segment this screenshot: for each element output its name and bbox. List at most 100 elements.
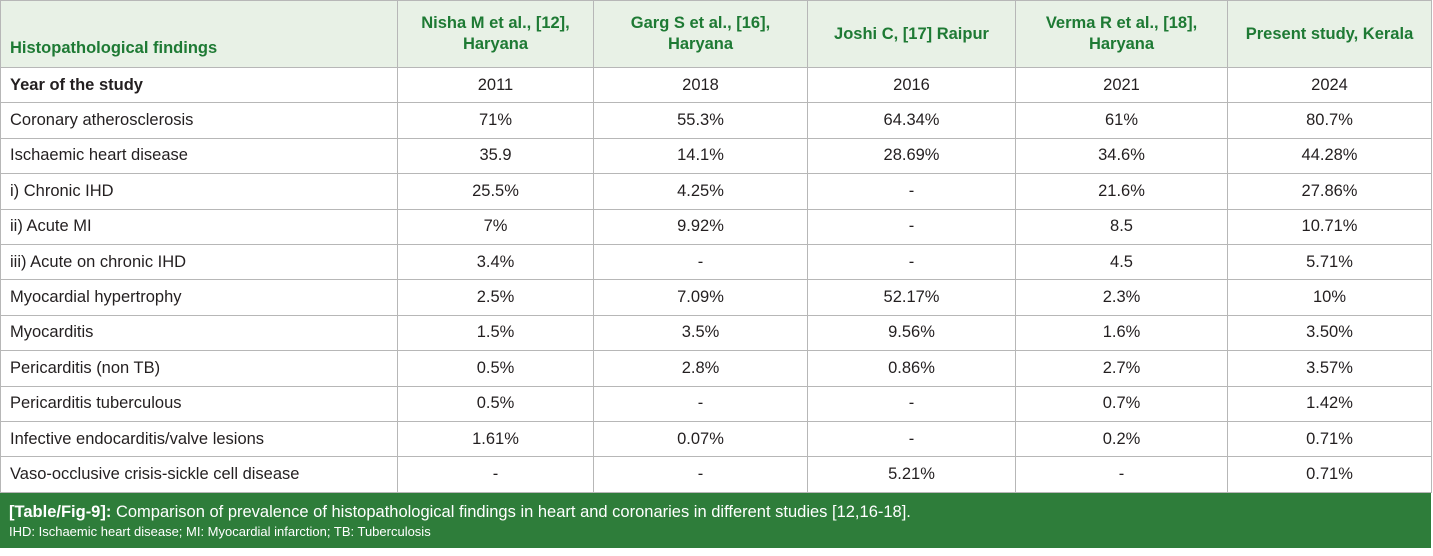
table-cell: 28.69% <box>807 137 1016 175</box>
table-cell: 0.86% <box>807 350 1016 387</box>
caption-footnote: IHD: Ischaemic heart disease; MI: Myocar… <box>9 523 431 539</box>
table-cell: 71% <box>397 102 594 139</box>
table-cell: 3.4% <box>397 243 594 281</box>
table-cell: 27.86% <box>1227 173 1432 210</box>
table-cell: 0.71% <box>1227 456 1432 493</box>
table-cell: 25.5% <box>397 173 594 210</box>
table-cell: - <box>593 243 808 281</box>
table-cell: - <box>397 456 594 493</box>
column-header-4: Verma R et al., [18], Haryana <box>1015 0 1228 68</box>
table-cell: 0.71% <box>1227 420 1432 458</box>
caption-line: [Table/Fig-9]: Comparison of prevalence … <box>9 501 1422 523</box>
table-cell: 34.6% <box>1015 137 1228 175</box>
table-cell: 4.25% <box>593 173 808 210</box>
table-cell: 80.7% <box>1227 102 1432 139</box>
table-cell: - <box>1015 456 1228 493</box>
table-row: Infective endocarditis/valve lesions 1.61… <box>0 420 1432 458</box>
table-header: Histopathological findings Nisha M et al.… <box>0 0 1432 68</box>
table-cell: 8.5 <box>1015 208 1228 245</box>
table-cell: 52.17% <box>807 279 1016 316</box>
table-cell: 0.5% <box>397 385 594 422</box>
table-cell: 0.07% <box>593 420 808 458</box>
row-label: Infective endocarditis/valve lesions <box>0 420 398 458</box>
table-cell: 0.2% <box>1015 420 1228 458</box>
table-cell: 2.8% <box>593 350 808 387</box>
table-row: Year of the study 2011 2018 2016 2021 2024 <box>0 66 1432 104</box>
table-row: Ischaemic heart disease 35.9 14.1% 28.69% 34… <box>0 137 1432 175</box>
table-cell: 21.6% <box>1015 173 1228 210</box>
histopathology-comparison-table: Histopathological findings Nisha M et al.… <box>0 0 1432 493</box>
column-header-1: Nisha M et al., [12], Haryana <box>397 0 594 68</box>
table-cell: 2.7% <box>1015 350 1228 387</box>
table-cell: 55.3% <box>593 102 808 139</box>
header-row: Histopathological findings Nisha M et al.… <box>0 0 1432 68</box>
row-label: Vaso-occlusive crisis-sickle cell diseas… <box>0 456 398 493</box>
table-cell: - <box>593 456 808 493</box>
table-cell: 1.42% <box>1227 385 1432 422</box>
row-label: Myocarditis <box>0 314 398 352</box>
caption-text: Comparison of prevalence of histopatholo… <box>115 502 911 521</box>
table-cell: 1.61% <box>397 420 594 458</box>
table-cell: 4.5 <box>1015 243 1228 281</box>
table-caption: [Table/Fig-9]: Comparison of prevalence … <box>0 492 1431 548</box>
table-cell: 44.28% <box>1227 137 1432 175</box>
table-cell: 0.5% <box>397 350 594 387</box>
table-cell: 3.57% <box>1227 350 1432 387</box>
table-cell: 7% <box>397 208 594 245</box>
row-label: ii) Acute MI <box>0 208 398 245</box>
table-cell: - <box>807 243 1016 281</box>
row-label: Pericarditis tuberculous <box>0 385 398 422</box>
table-row: Myocarditis 1.5% 3.5% 9.56% 1.6% 3.50% <box>0 314 1432 352</box>
table-row: i) Chronic IHD 25.5% 4.25% -21.6% 27.86% <box>0 173 1432 210</box>
row-label: Year of the study <box>0 66 398 104</box>
table-cell: 64.34% <box>807 102 1016 139</box>
table-cell: - <box>807 385 1016 422</box>
table-cell: 9.56% <box>807 314 1016 352</box>
table-cell: 5.21% <box>807 456 1016 493</box>
table-cell: 1.6% <box>1015 314 1228 352</box>
table-cell: 10.71% <box>1227 208 1432 245</box>
table-cell: 2024 <box>1227 66 1432 104</box>
column-header-0: Histopathological findings <box>0 0 398 68</box>
row-label: Ischaemic heart disease <box>0 137 398 175</box>
table-body: Year of the study 2011 2018 2016 2021 2024 Cor… <box>0 66 1432 493</box>
table-cell: 5.71% <box>1227 243 1432 281</box>
table-cell: - <box>807 420 1016 458</box>
column-header-2: Garg S et al., [16], Haryana <box>593 0 808 68</box>
table-cell: 2.3% <box>1015 279 1228 316</box>
table-cell: 1.5% <box>397 314 594 352</box>
table-row: iii) Acute on chronic IHD 3.4% - -4.5 5.71% <box>0 243 1432 281</box>
row-label: i) Chronic IHD <box>0 173 398 210</box>
table-cell: 9.92% <box>593 208 808 245</box>
table-cell: 7.09% <box>593 279 808 316</box>
table-cell: 35.9 <box>397 137 594 175</box>
table-row: ii) Acute MI 7% 9.92% -8.5 10.71% <box>0 208 1432 245</box>
table-cell: 10% <box>1227 279 1432 316</box>
table-cell: 2016 <box>807 66 1016 104</box>
row-label: iii) Acute on chronic IHD <box>0 243 398 281</box>
caption-tag: [Table/Fig-9]: <box>9 502 112 521</box>
table-cell: 0.7% <box>1015 385 1228 422</box>
table-row: Myocardial hypertrophy 2.5% 7.09% 52.17% 2.3… <box>0 279 1432 316</box>
column-header-5: Present study, Kerala <box>1227 0 1432 68</box>
table-cell: 2021 <box>1015 66 1228 104</box>
table-cell: 3.5% <box>593 314 808 352</box>
table-row: Vaso-occlusive crisis-sickle cell diseas… <box>0 456 1432 493</box>
row-label: Pericarditis (non TB) <box>0 350 398 387</box>
table-cell: 2018 <box>593 66 808 104</box>
table-cell: 2011 <box>397 66 594 104</box>
table-cell: 3.50% <box>1227 314 1432 352</box>
table-row: Coronary atherosclerosis 71% 55.3% 64.34% 61… <box>0 102 1432 139</box>
row-label: Coronary atherosclerosis <box>0 102 398 139</box>
table-cell: - <box>807 173 1016 210</box>
table-row: Pericarditis tuberculous 0.5% - -0.7% 1.42% <box>0 385 1432 422</box>
table-cell: 61% <box>1015 102 1228 139</box>
table-cell: - <box>593 385 808 422</box>
table-cell: - <box>807 208 1016 245</box>
table-cell: 2.5% <box>397 279 594 316</box>
table-cell: 14.1% <box>593 137 808 175</box>
table-row: Pericarditis (non TB) 0.5% 2.8% 0.86% 2.7% 3.… <box>0 350 1432 387</box>
column-header-3: Joshi C, [17] Raipur <box>807 0 1016 68</box>
row-label: Myocardial hypertrophy <box>0 279 398 316</box>
